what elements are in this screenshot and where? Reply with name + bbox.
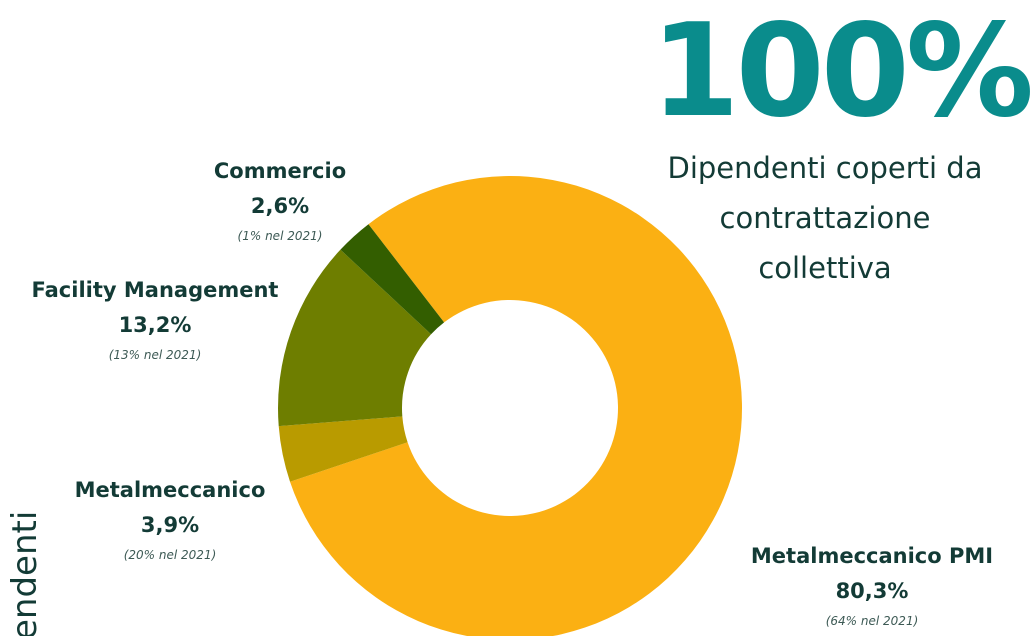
subtitle: Dipendenti coperti da [668,151,983,185]
slice-note: (1% nel 2021) [238,229,323,243]
donut-slice [290,176,742,636]
slice-value: 80,3% [836,579,909,603]
slice-value: 3,9% [141,513,199,537]
donut-slice [278,416,408,482]
subtitle: collettiva [758,251,891,285]
slice-label: Commercio [214,159,346,183]
slice-note: (20% nel 2021) [124,548,217,562]
subtitle: contrattazione [720,201,931,235]
donut-slice [340,224,445,335]
slice-note: (64% nel 2021) [826,614,919,628]
headline: 100% [651,0,1031,146]
slice-value: 13,2% [119,313,192,337]
slice-label: Facility Management [32,278,279,302]
slice-label: Metalmeccanico PMI [751,544,993,568]
side-text: endenti [5,511,45,636]
slice-label: Metalmeccanico [75,478,266,502]
slice-value: 2,6% [251,194,309,218]
donut-slice [278,249,432,427]
slice-note: (13% nel 2021) [109,348,202,362]
